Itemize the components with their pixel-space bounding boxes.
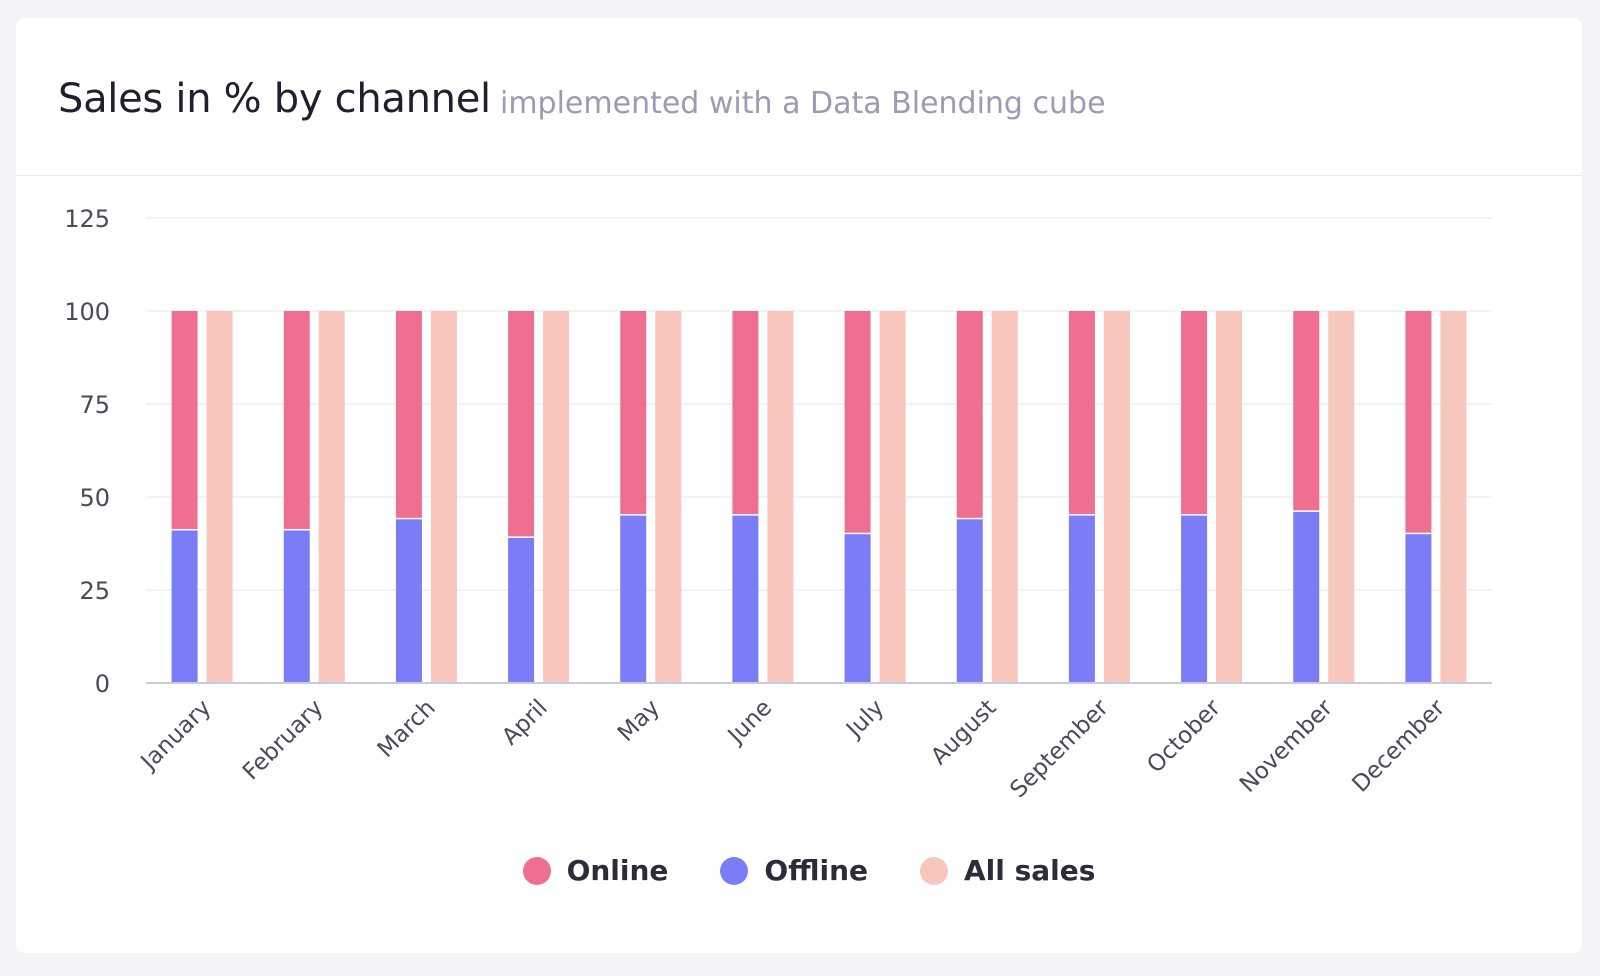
chart-subtitle: implemented with a Data Blending cube bbox=[500, 86, 1106, 121]
bar-all-sales bbox=[1328, 311, 1355, 683]
x-tick-label: February bbox=[238, 695, 328, 785]
bar-online bbox=[1181, 311, 1208, 515]
x-tick-label: April bbox=[497, 695, 553, 751]
legend-dot-all-sales bbox=[920, 856, 948, 885]
y-tick-label: 0 bbox=[95, 670, 110, 698]
card-header: Sales in % by channel implemented with a… bbox=[16, 18, 1582, 176]
x-tick-label: July bbox=[840, 695, 889, 744]
bar-offline bbox=[1181, 515, 1208, 683]
legend-label-all-sales: All sales bbox=[964, 854, 1096, 887]
bar-online bbox=[732, 311, 759, 515]
bar-all-sales bbox=[1216, 311, 1243, 683]
bar-offline bbox=[1068, 515, 1095, 683]
bar-offline bbox=[1293, 511, 1320, 683]
x-tick-label: May bbox=[613, 695, 665, 747]
bar-all-sales bbox=[430, 311, 457, 683]
x-tick-label: September bbox=[1005, 694, 1114, 803]
chart-legend: Online Offline All sales bbox=[16, 854, 1582, 887]
bar-all-sales bbox=[206, 311, 233, 683]
bar-all-sales bbox=[879, 311, 906, 683]
bar-online bbox=[171, 311, 198, 529]
bar-offline bbox=[171, 530, 198, 683]
x-tick-label: January bbox=[135, 695, 216, 776]
bar-online bbox=[844, 311, 871, 533]
bar-all-sales bbox=[655, 311, 682, 683]
bar-all-sales bbox=[1103, 311, 1130, 683]
bar-online bbox=[620, 311, 647, 515]
x-tick-label: October bbox=[1142, 694, 1226, 778]
y-tick-label: 125 bbox=[64, 205, 110, 233]
bar-chart: 0 25 50 75 100 125 January February March April Ma… bbox=[64, 205, 1492, 803]
y-tick-label: 100 bbox=[64, 298, 110, 326]
legend-label-online: Online bbox=[566, 854, 669, 887]
legend-label-offline: Offline bbox=[764, 854, 868, 887]
bar-all-sales bbox=[767, 311, 794, 683]
bar-online bbox=[395, 311, 422, 518]
bar-online bbox=[1068, 311, 1095, 515]
bar-all-sales bbox=[1440, 311, 1467, 683]
bar-offline bbox=[1405, 534, 1432, 683]
bar-offline bbox=[508, 537, 535, 683]
bar-online bbox=[1293, 311, 1320, 511]
legend-dot-online bbox=[522, 856, 551, 885]
bar-offline bbox=[956, 519, 983, 683]
bar-offline bbox=[620, 515, 647, 683]
chart-title: Sales in % by channel bbox=[58, 76, 491, 122]
bar-offline bbox=[283, 530, 310, 683]
legend-item-all-sales[interactable]: All sales bbox=[920, 854, 1095, 887]
bar-online bbox=[1405, 311, 1432, 533]
bar-offline bbox=[395, 519, 422, 683]
x-tick-label: November bbox=[1235, 694, 1338, 797]
bar-all-sales bbox=[543, 311, 570, 683]
x-tick-label: August bbox=[926, 695, 1001, 770]
bar-online bbox=[508, 311, 535, 537]
bar-all-sales bbox=[318, 311, 345, 683]
bar-all-sales bbox=[991, 311, 1018, 683]
bar-offline bbox=[732, 515, 759, 683]
y-tick-label: 50 bbox=[79, 484, 110, 512]
y-tick-label: 25 bbox=[79, 577, 110, 605]
bar-offline bbox=[844, 534, 871, 683]
legend-item-online[interactable]: Online bbox=[522, 854, 669, 887]
legend-item-offline[interactable]: Offline bbox=[720, 854, 868, 887]
legend-dot-offline bbox=[720, 856, 749, 885]
x-tick-label: December bbox=[1347, 694, 1450, 797]
y-tick-label: 75 bbox=[79, 391, 110, 419]
bar-online bbox=[283, 311, 310, 529]
x-tick-label: June bbox=[722, 695, 777, 750]
chart-card: Sales in % by channel implemented with a… bbox=[16, 18, 1582, 953]
bar-online bbox=[956, 311, 983, 518]
x-tick-label: March bbox=[373, 695, 441, 763]
